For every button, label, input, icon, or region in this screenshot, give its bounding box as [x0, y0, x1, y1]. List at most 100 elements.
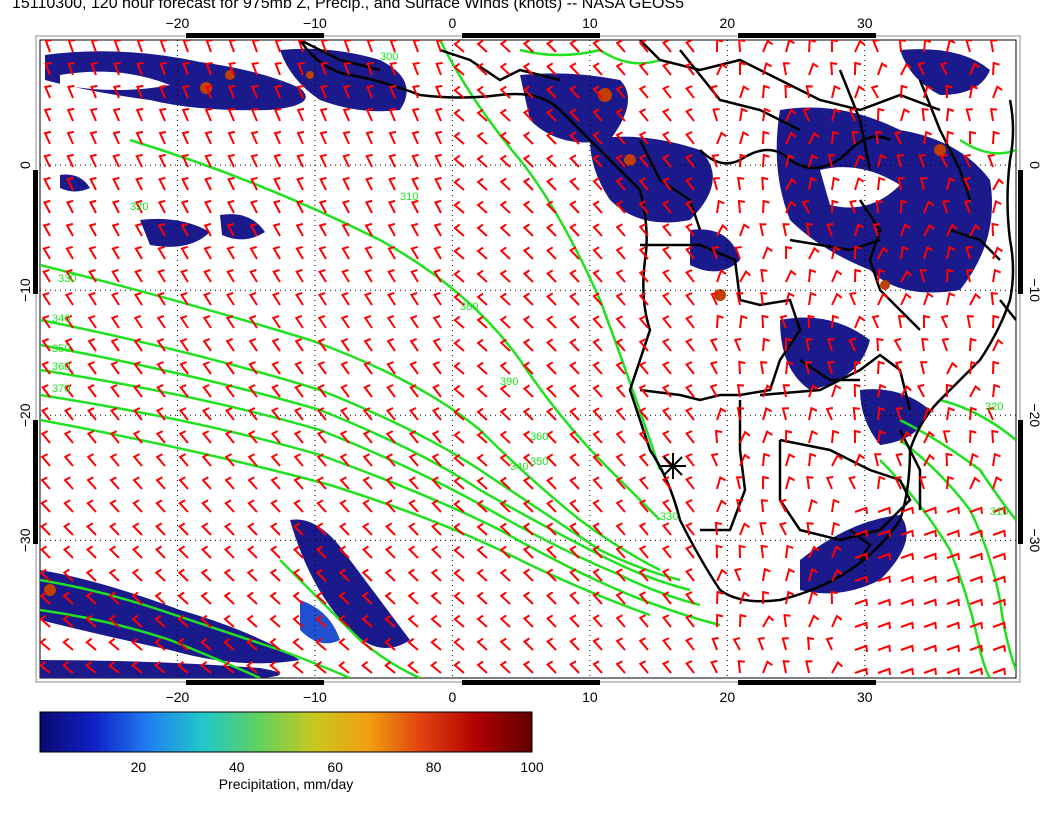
wind-barb: [87, 314, 97, 329]
wind-barb: [136, 40, 145, 53]
wind-barb: [592, 361, 603, 375]
wind-barb: [476, 591, 488, 605]
wind-barb: [87, 337, 97, 352]
wind-barb: [942, 200, 950, 214]
wind-barb: [134, 268, 143, 283]
wind-barb: [476, 85, 488, 99]
wind-barb: [224, 407, 235, 421]
wind-barb: [133, 384, 143, 398]
wind-barb: [87, 291, 97, 306]
wind-barb: [854, 85, 865, 99]
wind-barb: [715, 429, 723, 444]
wind-barb: [546, 407, 557, 421]
wind-barb: [735, 476, 744, 490]
wind-barb: [203, 222, 212, 237]
wind-barb: [270, 453, 281, 467]
wind-barb: [135, 153, 143, 168]
wind-barb: [133, 337, 143, 352]
wind-barb: [784, 84, 792, 99]
wind-barb: [384, 591, 396, 605]
wind-barb: [430, 591, 442, 605]
wind-barb: [546, 315, 557, 329]
wind-barb: [546, 108, 557, 122]
wind-barb: [569, 269, 580, 283]
wind-barb: [476, 177, 488, 191]
wind-barb: [135, 130, 144, 145]
wind-barb: [522, 177, 534, 191]
wind-barb: [269, 522, 281, 536]
wind-barb: [434, 153, 442, 168]
wind-barb: [131, 545, 143, 559]
wind-barb: [963, 176, 971, 191]
wind-barb: [179, 384, 189, 398]
wind-barb: [900, 506, 914, 515]
wind-barb: [62, 637, 74, 651]
wind-barb: [43, 153, 51, 168]
wind-barb: [894, 475, 902, 490]
wind-barb: [295, 268, 304, 283]
wind-barb: [499, 637, 511, 651]
wind-barb: [546, 384, 557, 398]
wind-barb: [685, 407, 695, 421]
wind-barb: [40, 476, 51, 490]
wind-barb: [318, 245, 327, 260]
wind-barb: [200, 522, 212, 536]
lon-tick-label: 30: [857, 15, 873, 31]
wind-barb: [408, 407, 419, 421]
wind-barb: [132, 430, 143, 444]
wind-barb: [131, 522, 143, 536]
wind-barb: [546, 292, 557, 306]
wind-barb: [270, 499, 281, 513]
wind-barb: [296, 130, 305, 145]
wind-barb: [409, 337, 419, 352]
colorbar: [39, 711, 533, 753]
wind-barb: [384, 614, 396, 628]
wind-barb: [41, 314, 51, 329]
wind-barb: [546, 453, 557, 467]
wind-barb: [762, 62, 772, 76]
wind-barb: [44, 40, 53, 53]
wind-barb: [923, 598, 937, 607]
wind-barb: [992, 199, 1002, 214]
wind-barb: [546, 660, 557, 674]
wind-barb: [476, 430, 488, 444]
wind-barb: [661, 499, 672, 513]
wind-barb: [388, 153, 396, 168]
wind-barb: [685, 430, 695, 444]
wind-barb: [63, 407, 74, 421]
wind-barb: [85, 591, 97, 605]
wind-barb: [760, 268, 768, 283]
wind-barb: [895, 453, 903, 467]
wind-barb: [339, 407, 350, 421]
lat-tick-label: −30: [1027, 529, 1043, 553]
wind-barb: [434, 107, 443, 122]
wind-barb: [341, 222, 350, 237]
wind-barb: [384, 522, 396, 536]
wind-barb: [638, 131, 649, 145]
wind-barb: [339, 476, 350, 490]
wind-barb: [108, 545, 120, 559]
wind-barb: [109, 407, 120, 421]
wind-barb: [898, 40, 906, 53]
wind-barb: [939, 61, 948, 76]
colorbar-tick-label: 40: [229, 759, 245, 775]
wind-barb: [759, 223, 767, 237]
wind-barb: [154, 614, 166, 628]
wind-barb: [716, 590, 724, 605]
wind-barb: [990, 291, 998, 306]
wind-barb: [969, 84, 978, 99]
wind-barb: [923, 621, 937, 630]
wind-barb: [831, 498, 840, 513]
wind-barb: [638, 246, 649, 260]
wind-barb: [969, 406, 978, 421]
contour-label: 370: [52, 383, 70, 395]
wind-barb: [389, 40, 398, 53]
wind-barb: [365, 153, 373, 168]
wind-barb: [782, 62, 790, 76]
wind-barb: [112, 84, 121, 99]
wind-barb: [204, 107, 213, 122]
wind-barb: [992, 598, 1006, 607]
wind-barb: [661, 131, 672, 145]
wind-barb: [714, 521, 723, 536]
wind-barb: [854, 552, 868, 561]
